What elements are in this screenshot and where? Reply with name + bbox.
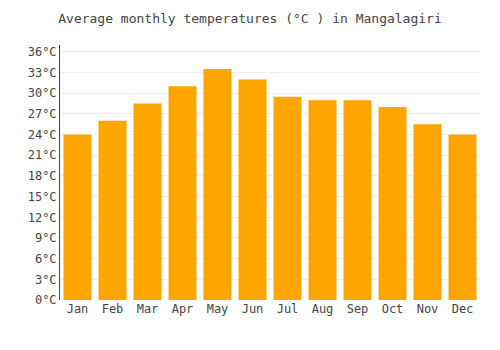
svg-text:Sep: Sep — [347, 302, 369, 316]
svg-text:Feb: Feb — [102, 302, 124, 316]
svg-text:Oct: Oct — [382, 302, 404, 316]
svg-text:Nov: Nov — [417, 302, 439, 316]
svg-text:3°C: 3°C — [35, 273, 57, 287]
svg-text:15°C: 15°C — [28, 190, 57, 204]
svg-text:6°C: 6°C — [35, 252, 57, 266]
svg-text:0°C: 0°C — [35, 293, 57, 307]
svg-text:30°C: 30°C — [28, 86, 57, 100]
svg-text:33°C: 33°C — [28, 66, 57, 80]
svg-text:21°C: 21°C — [28, 148, 57, 162]
svg-text:Jul: Jul — [277, 302, 299, 316]
svg-text:Dec: Dec — [452, 302, 474, 316]
svg-text:Mar: Mar — [137, 302, 159, 316]
svg-text:May: May — [207, 302, 229, 316]
svg-text:36°C: 36°C — [28, 45, 57, 59]
svg-text:18°C: 18°C — [28, 169, 57, 183]
svg-text:Jan: Jan — [67, 302, 89, 316]
svg-text:9°C: 9°C — [35, 231, 57, 245]
svg-text:Jun: Jun — [242, 302, 264, 316]
svg-text:Apr: Apr — [172, 302, 194, 316]
svg-text:Aug: Aug — [312, 302, 334, 316]
svg-text:27°C: 27°C — [28, 107, 57, 121]
svg-text:12°C: 12°C — [28, 211, 57, 225]
svg-text:24°C: 24°C — [28, 128, 57, 142]
svg-text:Average monthly temperatures (: Average monthly temperatures (°C ) in Ma… — [58, 11, 442, 26]
